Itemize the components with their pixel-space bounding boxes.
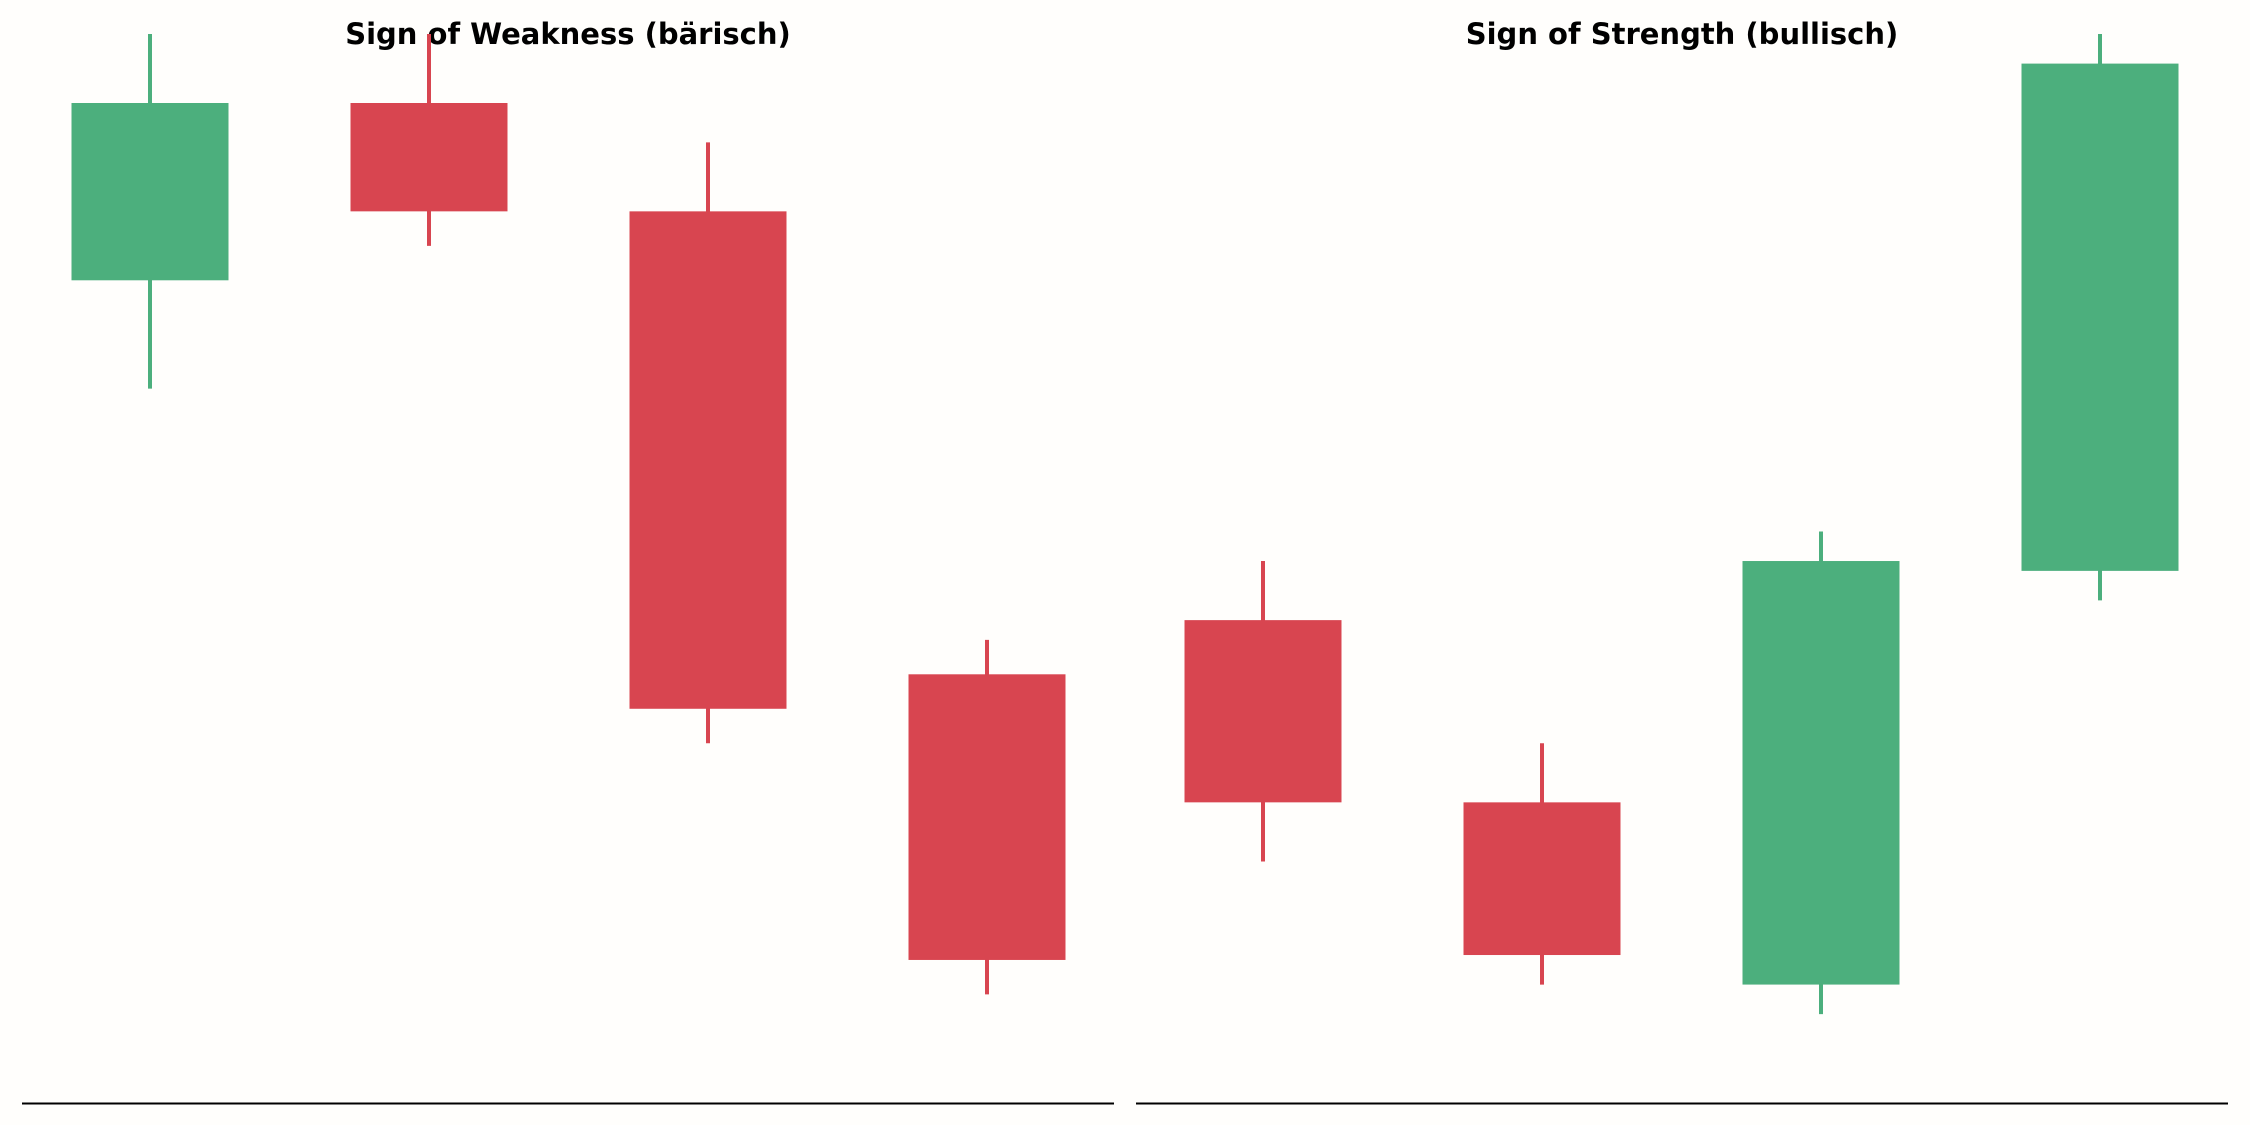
candle-body — [71, 103, 229, 281]
candle-weakness-1 — [71, 34, 229, 389]
candle-body — [1742, 561, 1900, 985]
candle-body — [629, 211, 787, 709]
candle-strength-4 — [2021, 34, 2179, 601]
candle-strength-1 — [1184, 561, 1342, 862]
candle-body — [1463, 802, 1621, 956]
candles-weakness — [71, 34, 1066, 995]
panel-title-strength: Sign of Strength (bullisch) — [1466, 17, 1899, 51]
candle-body — [2021, 63, 2179, 571]
candles-strength — [1184, 34, 2179, 1015]
panel-title-weakness: Sign of Weakness (bärisch) — [345, 17, 791, 51]
panel-sign-of-weakness: Sign of Weakness (bärisch) — [22, 17, 1114, 1105]
candle-weakness-2 — [350, 34, 508, 246]
candle-body — [1184, 620, 1342, 803]
candle-strength-3 — [1742, 531, 1900, 1015]
candle-strength-2 — [1463, 743, 1621, 985]
candle-body — [908, 674, 1066, 960]
candle-weakness-3 — [629, 142, 787, 744]
candle-weakness-4 — [908, 639, 1066, 995]
panel-sign-of-strength: Sign of Strength (bullisch) — [1136, 17, 2228, 1105]
candle-body — [350, 103, 508, 212]
